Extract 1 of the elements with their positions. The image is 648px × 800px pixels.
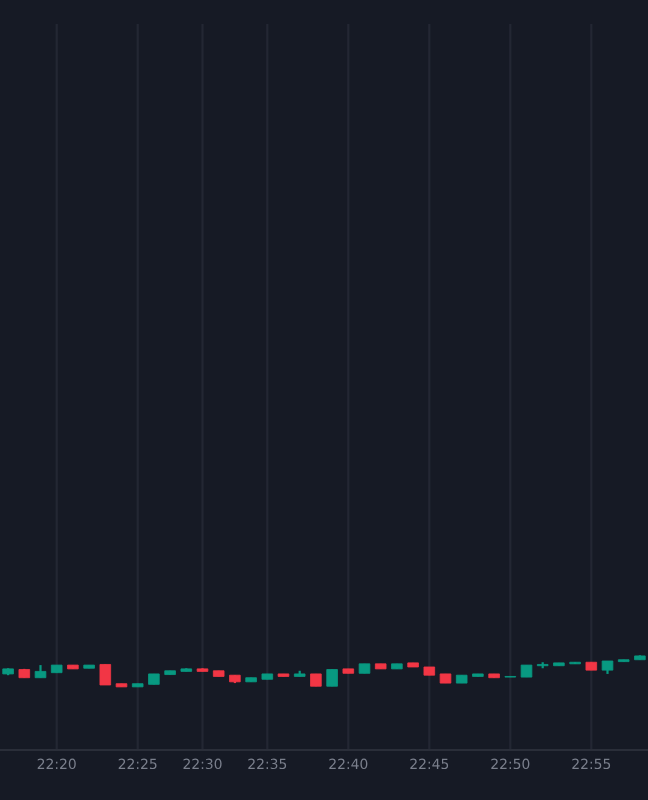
candlestick bbox=[99, 663, 112, 687]
